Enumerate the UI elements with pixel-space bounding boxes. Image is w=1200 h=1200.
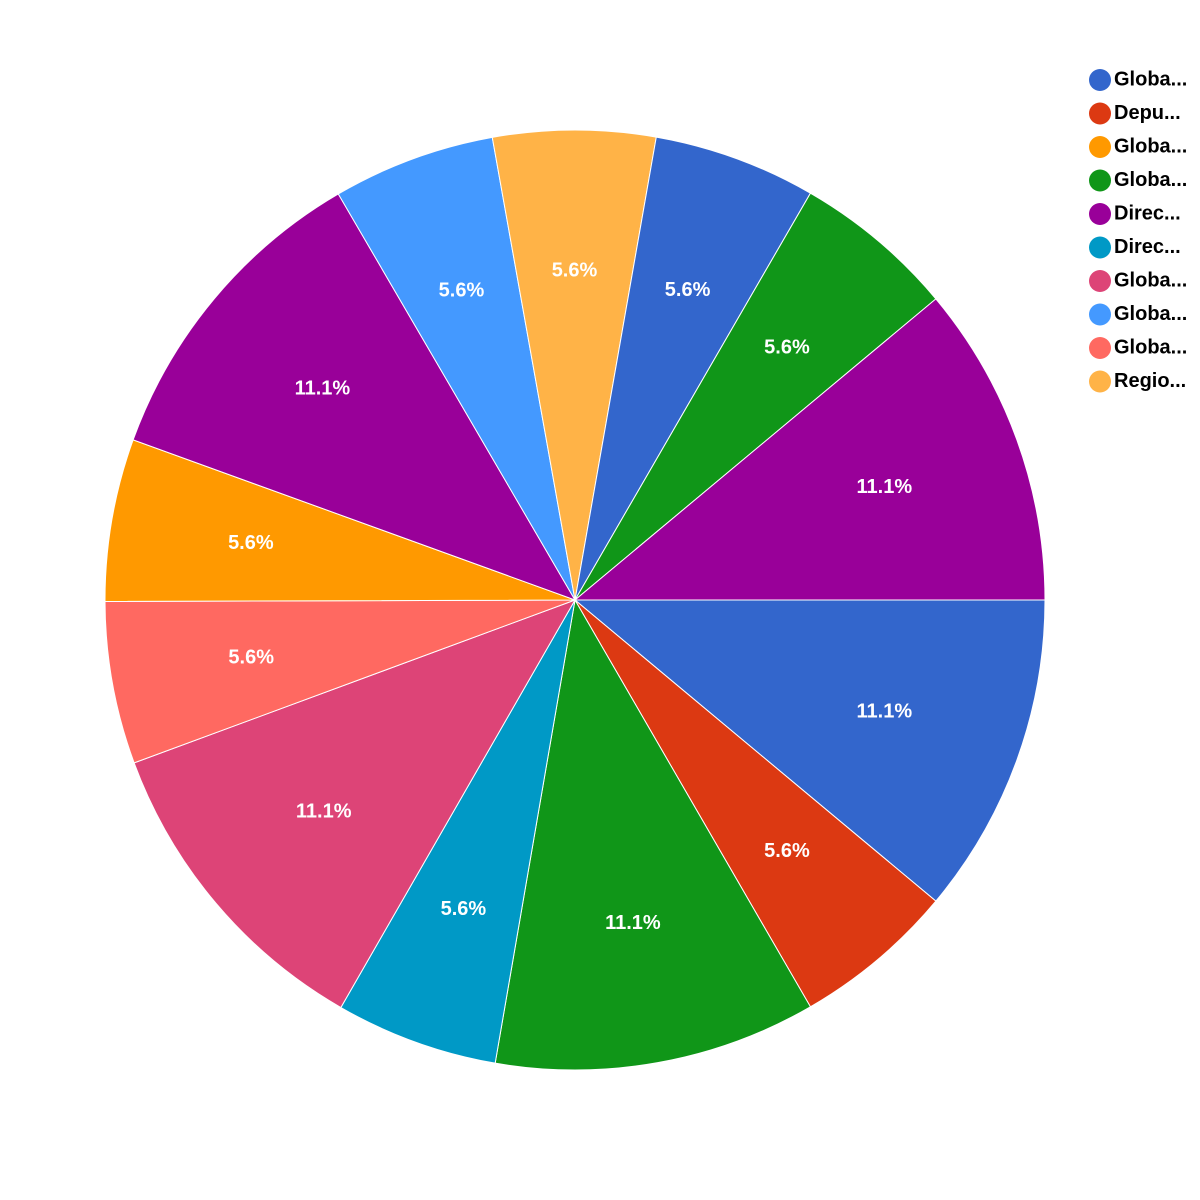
pie-slice — [574, 599, 937, 1008]
slice-label: 11.1% — [296, 801, 352, 823]
pie-slice — [104, 599, 576, 764]
legend-swatch — [1089, 236, 1111, 259]
slice-label: 5.6% — [441, 898, 487, 920]
slice-label: 11.1% — [857, 700, 913, 722]
legend-label: Globa... — [1114, 269, 1187, 291]
pie-slice — [133, 599, 577, 1009]
pie-slice — [574, 136, 812, 601]
legend-label: Globa... — [1114, 135, 1187, 157]
slice-label: 5.6% — [228, 647, 274, 669]
pie-slice — [337, 136, 576, 601]
legend-label: Globa... — [1114, 303, 1187, 325]
slice-label: 5.6% — [665, 279, 711, 301]
pie-slice — [494, 598, 812, 1071]
slice-label: 5.6% — [552, 259, 598, 281]
legend-swatch — [1089, 303, 1111, 326]
legend-swatch — [1089, 169, 1111, 192]
slice-label: 5.6% — [439, 279, 485, 301]
legend-label: Direc... — [1114, 236, 1181, 258]
legend-swatch — [1089, 102, 1111, 125]
legend-label: Globa... — [1114, 336, 1187, 358]
legend-swatch — [1089, 337, 1111, 359]
slice-label: 5.6% — [228, 532, 274, 554]
legend-label: Direc... — [1114, 202, 1181, 224]
pie-slice — [573, 599, 1046, 902]
pie-slice — [132, 193, 577, 601]
slice-label: 11.1% — [605, 912, 661, 934]
pie-slice — [340, 599, 576, 1064]
slice-label: 5.6% — [764, 337, 810, 359]
legend-swatch — [1089, 370, 1111, 393]
legend-label: Globa... — [1114, 68, 1187, 90]
pie-slice — [573, 298, 1046, 601]
legend-swatch — [1089, 69, 1111, 91]
pie-slice — [104, 439, 576, 602]
pie-slice — [491, 129, 657, 601]
slice-label: 5.6% — [764, 840, 810, 862]
pie-slice — [574, 192, 937, 601]
legend-swatch — [1089, 270, 1111, 292]
legend-label: Depu... — [1114, 102, 1181, 124]
legend-label: Regio... — [1114, 370, 1186, 392]
slice-label: 11.1% — [295, 378, 351, 400]
legend-label: Globa... — [1114, 169, 1187, 191]
legend-swatch — [1089, 136, 1111, 158]
legend-swatch — [1089, 203, 1111, 225]
slice-label: 11.1% — [857, 476, 913, 498]
